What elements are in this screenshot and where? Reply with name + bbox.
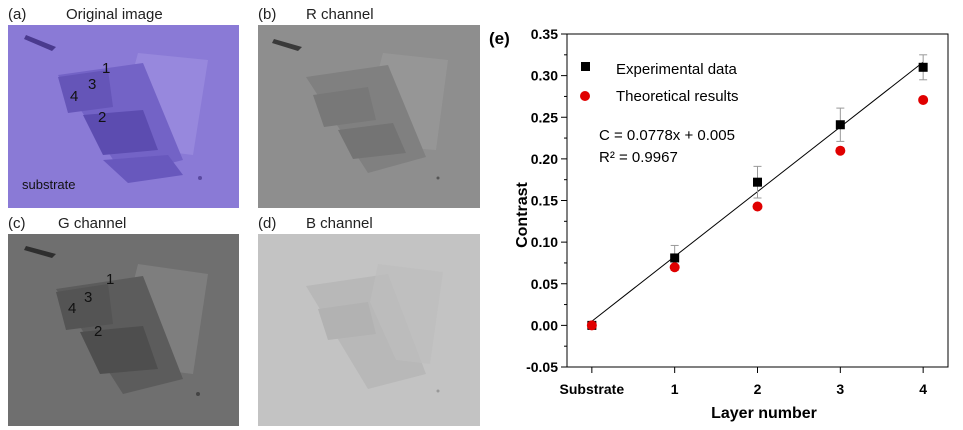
g-channel-image: 1 3 4 2 [8,234,239,426]
panel-b-title: R channel [306,6,374,23]
panel-d-title: B channel [306,215,373,232]
plot-frame [566,33,949,368]
theoretical-point [586,320,597,331]
x-tick-label: 3 [836,381,844,397]
y-tick-label: 0.35 [531,26,558,42]
panel-b: (b) R channel [252,0,482,210]
data-points [586,54,929,331]
experimental-point [835,120,845,130]
panel-c-tag: (c) [8,215,26,232]
panel-c-title: G channel [58,215,127,232]
r-channel-image [258,25,480,208]
panel-c: (c) G channel 1 3 4 2 [0,212,245,430]
panel-d-tag: (d) [258,215,277,232]
panel-a-tag: (a) [8,6,27,23]
chart-axes [561,33,949,373]
region-number-4: 4 [70,88,78,105]
y-tick-labels: 0.35 0.30 0.25 0.20 0.15 0.10 0.05 0.00 -0.05 [526,26,558,375]
y-tick-label: 0.25 [531,109,558,125]
theoretical-point [835,145,846,156]
panel-a-title: Original image [66,6,163,23]
y-tick-label: 0.20 [531,151,558,167]
y-tick-label: 0.10 [531,234,558,250]
experimental-point [918,62,928,72]
legend-theoretical-label: Theoretical results [616,88,739,105]
y-axis-title: Contrast [514,181,531,247]
experimental-point [670,253,680,263]
legend-square-icon [581,62,590,71]
x-tick-label: 2 [754,381,762,397]
experimental-point [753,177,762,187]
x-tick-label: Substrate [560,381,625,397]
panel-e-tag: (e) [489,29,510,48]
y-tick-label: 0.05 [531,276,558,292]
region-number-1: 1 [102,60,110,77]
y-tick-label: -0.05 [526,359,558,375]
legend-experimental-label: Experimental data [616,61,738,78]
region-number-3: 3 [88,76,96,93]
panel-d: (d) B channel [252,212,482,430]
panel-b-tag: (b) [258,6,277,23]
g-region-number-1: 1 [106,271,114,288]
fit-equation: C = 0.0778x + 0.005 [599,127,735,144]
x-tick-label: 4 [919,381,927,397]
y-tick-label: 0.15 [531,193,558,209]
legend-circle-icon [580,91,590,101]
y-tick-label: 0.00 [531,317,558,333]
x-tick-labels: Substrate 1 2 3 4 [560,381,928,397]
g-region-number-4: 4 [68,300,76,317]
legend: Experimental data Theoretical results [580,61,739,105]
b-channel-image [258,234,480,426]
x-axis-title: Layer number [711,405,817,422]
theoretical-point [669,262,680,273]
fit-r-squared: R² = 0.9967 [599,149,678,166]
panel-a: (a) Original image 1 3 4 2 substrate [0,0,245,210]
original-image: 1 3 4 2 substrate [8,25,239,208]
g-region-number-3: 3 [84,289,92,306]
theoretical-point [918,94,929,105]
theoretical-point [752,201,763,212]
g-region-number-2: 2 [94,323,102,340]
y-tick-label: 0.30 [531,68,558,84]
x-tick-label: 1 [671,381,679,397]
region-number-2: 2 [98,109,106,126]
substrate-label: substrate [22,177,75,192]
contrast-chart: (e) 0.35 0.30 0.25 0.20 0.15 0.10 0.05 0.00 -0.0… [489,26,949,422]
